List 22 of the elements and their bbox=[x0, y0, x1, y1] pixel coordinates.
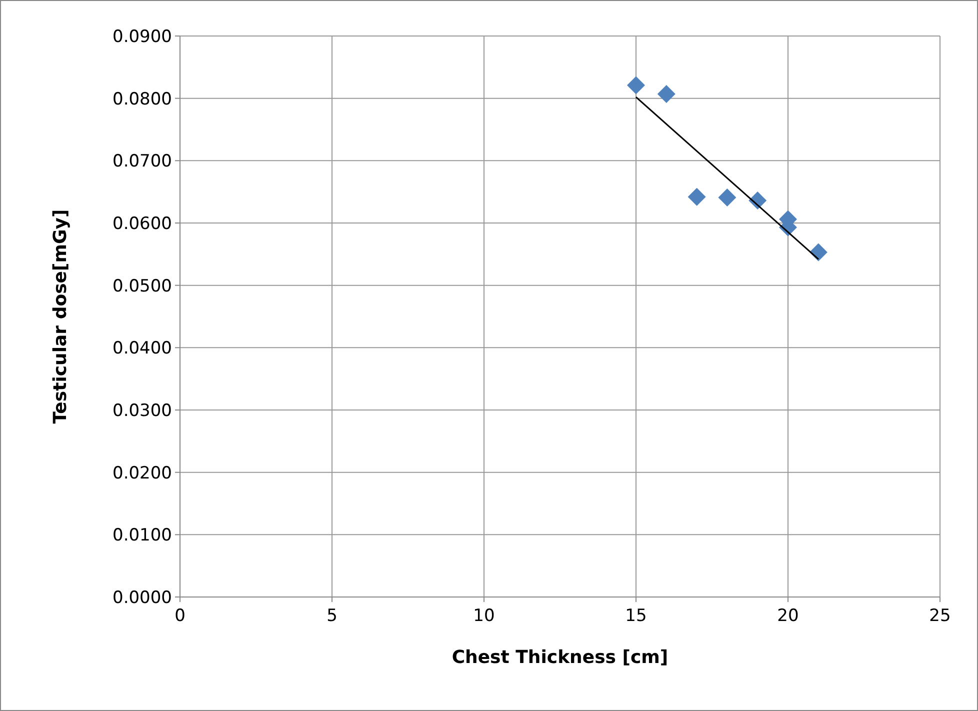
x-tick-label: 10 bbox=[473, 606, 495, 626]
x-axis-title: Chest Thickness [cm] bbox=[452, 647, 668, 668]
x-tick-label: 15 bbox=[625, 606, 647, 626]
y-tick-label: 0.0200 bbox=[112, 463, 172, 484]
point bbox=[627, 76, 645, 94]
y-tick-label: 0.0400 bbox=[112, 338, 172, 359]
y-tick-label: 0.0800 bbox=[112, 89, 172, 110]
x-tick-label: 5 bbox=[326, 606, 338, 626]
y-axis-title: Testicular dose[mGy] bbox=[50, 209, 71, 424]
y-tick-label: 0.0600 bbox=[112, 214, 172, 234]
y-tick-label: 0.0000 bbox=[112, 588, 172, 608]
y-tick-label: 0.0500 bbox=[112, 276, 172, 296]
y-tick-label: 0.0700 bbox=[112, 152, 172, 172]
point bbox=[657, 84, 676, 103]
x-tick-label: 20 bbox=[777, 606, 799, 626]
point bbox=[718, 188, 736, 206]
x-tick-label: 25 bbox=[929, 606, 951, 626]
y-tick-label: 0.0300 bbox=[112, 400, 172, 421]
y-tick-label: 0.0900 bbox=[112, 26, 172, 47]
y-tick-label: 0.0100 bbox=[112, 526, 172, 546]
x-tick-label: 0 bbox=[174, 606, 186, 626]
point bbox=[688, 188, 706, 206]
